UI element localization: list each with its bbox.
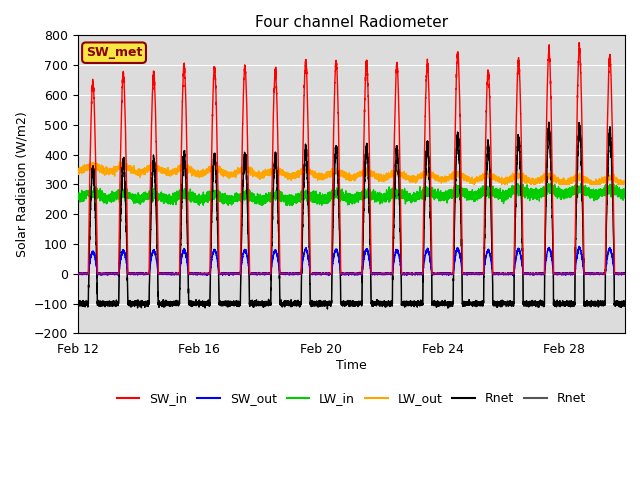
Title: Four channel Radiometer: Four channel Radiometer <box>255 15 448 30</box>
Y-axis label: Solar Radiation (W/m2): Solar Radiation (W/m2) <box>15 111 28 257</box>
X-axis label: Time: Time <box>336 359 367 372</box>
Legend: SW_in, SW_out, LW_in, LW_out, Rnet, Rnet: SW_in, SW_out, LW_in, LW_out, Rnet, Rnet <box>112 387 591 410</box>
Text: SW_met: SW_met <box>86 46 142 59</box>
